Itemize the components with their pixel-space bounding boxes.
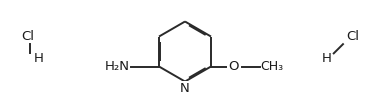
Text: H: H xyxy=(33,52,43,65)
Text: CH₃: CH₃ xyxy=(260,60,284,73)
Text: H₂N: H₂N xyxy=(104,60,130,73)
Text: O: O xyxy=(228,60,238,73)
Text: H: H xyxy=(321,52,331,65)
Text: N: N xyxy=(180,82,190,92)
Text: Cl: Cl xyxy=(21,30,34,43)
Text: Cl: Cl xyxy=(346,30,359,43)
